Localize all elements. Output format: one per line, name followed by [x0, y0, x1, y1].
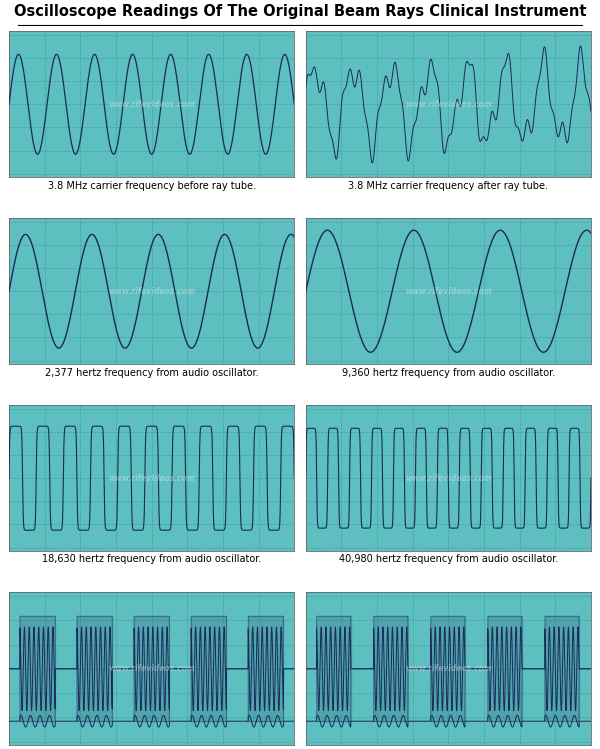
X-axis label: 40,980 hertz frequency from audio oscillator.: 40,980 hertz frequency from audio oscill… [338, 554, 558, 565]
Text: Oscilloscope Readings Of The Original Beam Rays Clinical Instrument: Oscilloscope Readings Of The Original Be… [14, 4, 586, 19]
X-axis label: 18,630 hertz frequency from audio oscillator.: 18,630 hertz frequency from audio oscill… [42, 554, 262, 565]
Text: www.rifevideos.com: www.rifevideos.com [108, 473, 195, 482]
Text: www.rifevideos.com: www.rifevideos.com [108, 664, 195, 673]
Text: www.rifevideos.com: www.rifevideos.com [405, 100, 492, 109]
Text: www.rifevideos.com: www.rifevideos.com [405, 287, 492, 296]
X-axis label: 2,377 hertz frequency from audio oscillator.: 2,377 hertz frequency from audio oscilla… [45, 368, 259, 377]
Text: www.rifevideos.com: www.rifevideos.com [108, 100, 195, 109]
X-axis label: 9,360 hertz frequency from audio oscillator.: 9,360 hertz frequency from audio oscilla… [342, 368, 555, 377]
Text: www.rifevideos.com: www.rifevideos.com [405, 473, 492, 482]
X-axis label: 3.8 MHz carrier frequency before ray tube.: 3.8 MHz carrier frequency before ray tub… [47, 181, 256, 190]
X-axis label: 3.8 MHz carrier frequency after ray tube.: 3.8 MHz carrier frequency after ray tube… [349, 181, 548, 190]
Text: www.rifevideos.com: www.rifevideos.com [405, 664, 492, 673]
Text: www.rifevideos.com: www.rifevideos.com [108, 287, 195, 296]
